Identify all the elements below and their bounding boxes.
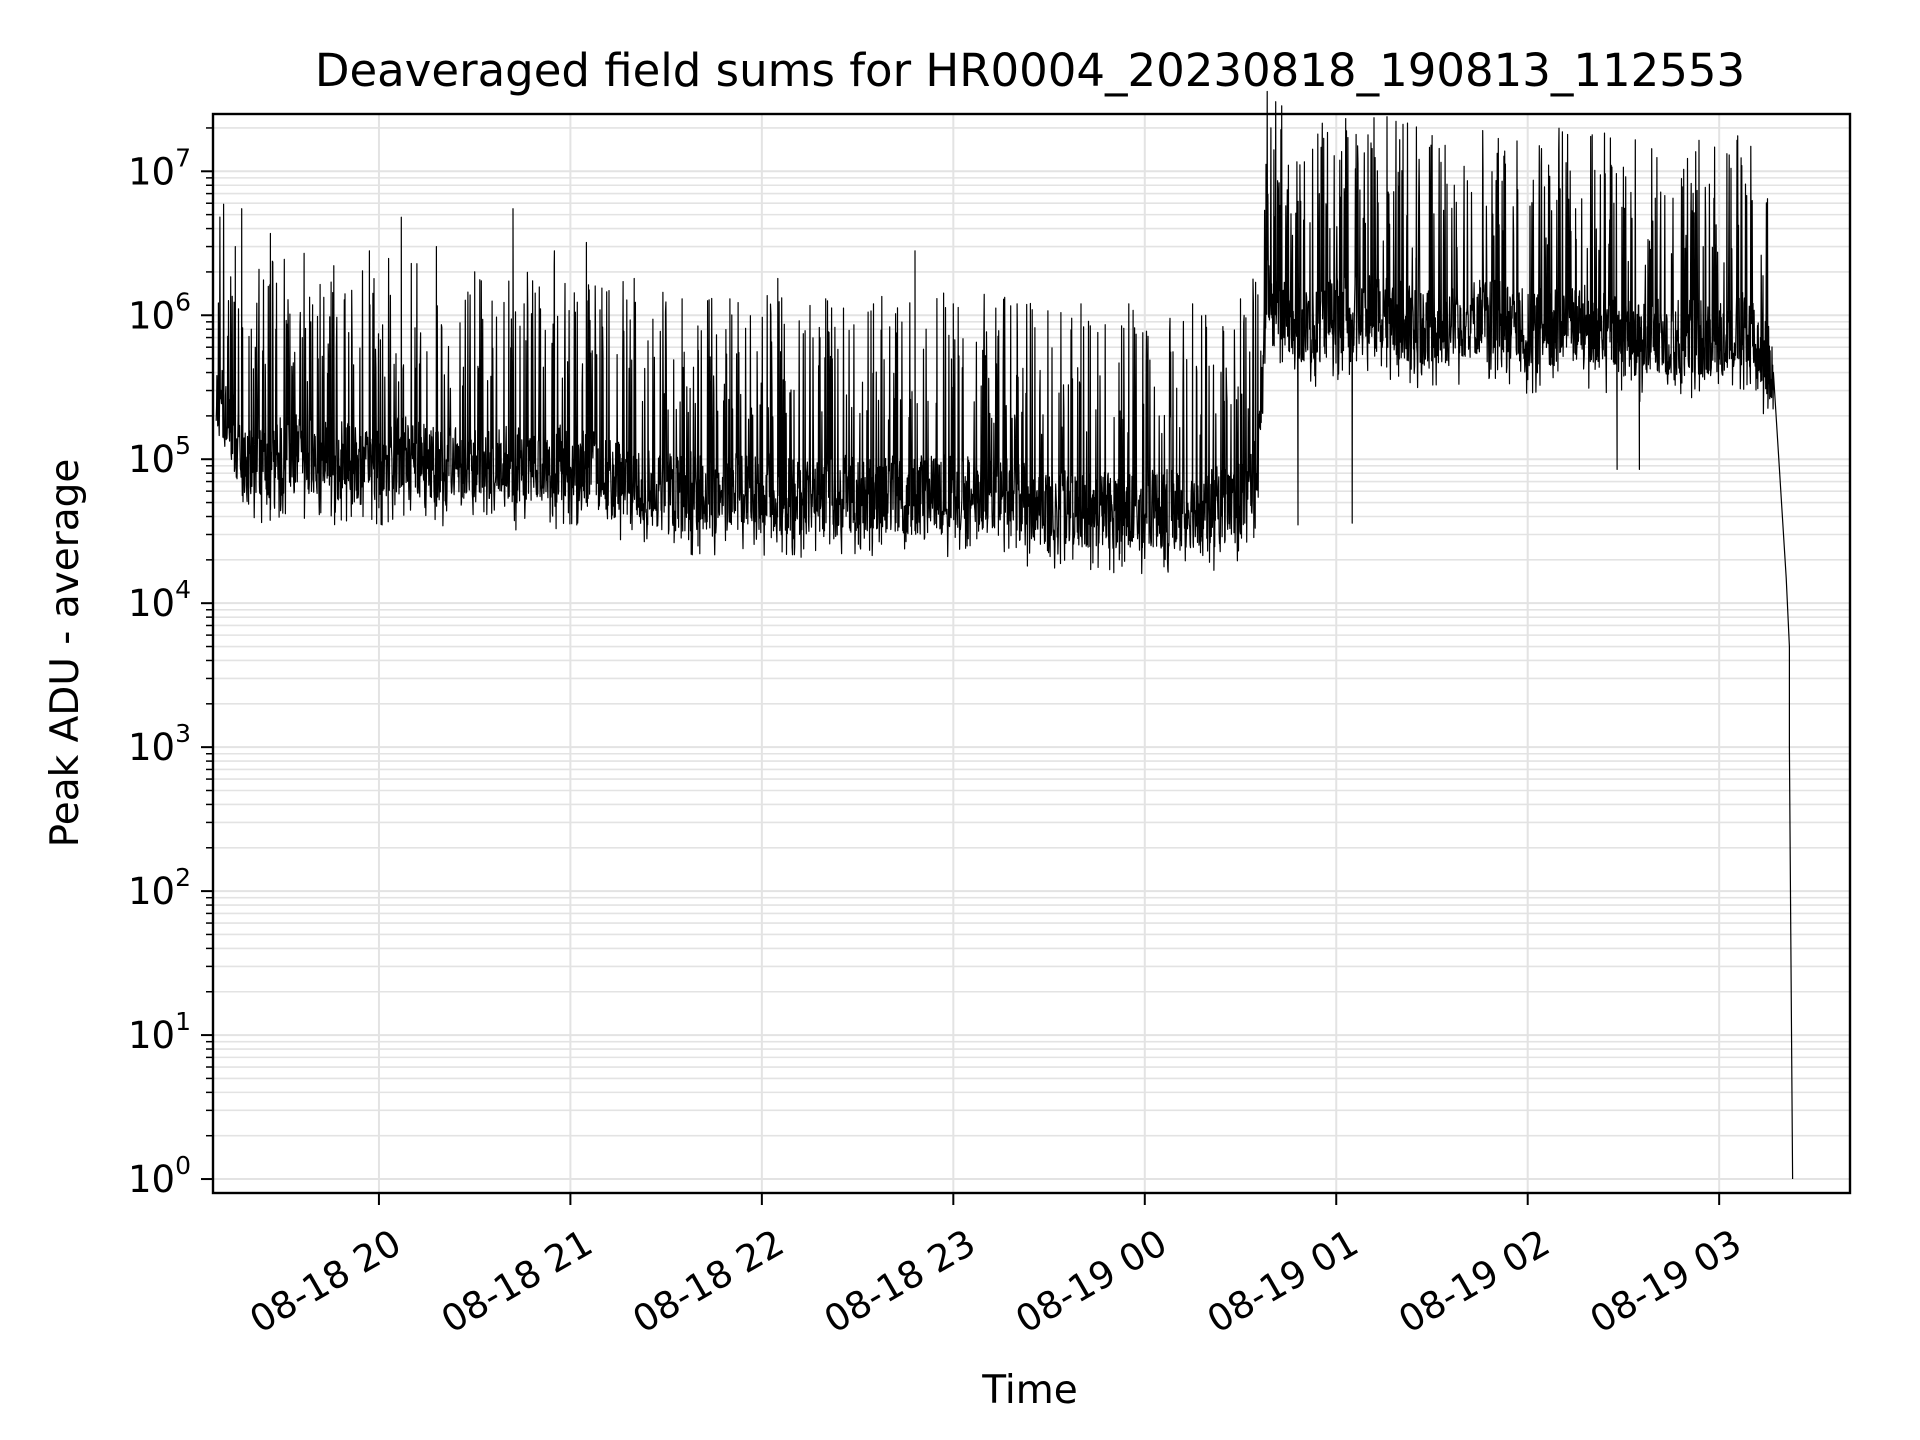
y-tick-label: 104 [128, 575, 191, 625]
y-tick-base: 10 [128, 150, 175, 193]
x-tick-label: 08-19 01 [1200, 1221, 1366, 1341]
x-tick-label: 08-18 20 [243, 1221, 409, 1341]
series-line [215, 90, 1794, 1180]
y-tick-label: 103 [128, 719, 191, 769]
y-tick-base: 10 [128, 1158, 175, 1201]
x-tick-label: 08-19 00 [1009, 1221, 1175, 1341]
x-tick-label: 08-18 23 [817, 1221, 983, 1341]
y-tick-label: 100 [128, 1151, 191, 1201]
y-tick-exponent: 7 [175, 143, 191, 172]
x-tick-label: 08-19 02 [1391, 1221, 1557, 1341]
x-axis-label: Time [981, 1368, 1077, 1413]
y-tick-base: 10 [128, 870, 175, 913]
chart-title: Deaveraged field sums for HR0004_2023081… [315, 44, 1745, 97]
y-axis-label: Peak ADU - average [43, 459, 88, 848]
x-tick-label: 08-19 03 [1583, 1221, 1749, 1341]
y-tick-base: 10 [128, 582, 175, 625]
y-tick-base: 10 [128, 726, 175, 769]
y-tick-exponent: 3 [175, 719, 191, 748]
series-layer [215, 90, 1794, 1180]
y-tick-base: 10 [128, 294, 175, 337]
x-tick-label: 08-18 21 [434, 1221, 600, 1341]
y-tick-label: 106 [128, 287, 191, 337]
y-tick-base: 10 [128, 1014, 175, 1057]
y-tick-exponent: 6 [175, 287, 191, 316]
y-tick-label: 101 [128, 1007, 191, 1057]
y-tick-exponent: 0 [175, 1151, 191, 1180]
plot-area-frame [211, 112, 1852, 1195]
x-axis: 08-18 20 08-18 21 08-18 22 08-18 23 08-19 00… [243, 1193, 1749, 1342]
y-tick-label: 107 [128, 143, 191, 193]
y-tick-label: 102 [128, 863, 191, 913]
y-tick-exponent: 1 [175, 1007, 191, 1036]
y-tick-exponent: 5 [175, 431, 191, 460]
x-tick-label: 08-18 22 [626, 1221, 792, 1341]
y-tick-label: 105 [128, 431, 191, 481]
y-tick-exponent: 4 [175, 575, 191, 604]
y-tick-base: 10 [128, 438, 175, 481]
y-tick-exponent: 2 [175, 863, 191, 892]
